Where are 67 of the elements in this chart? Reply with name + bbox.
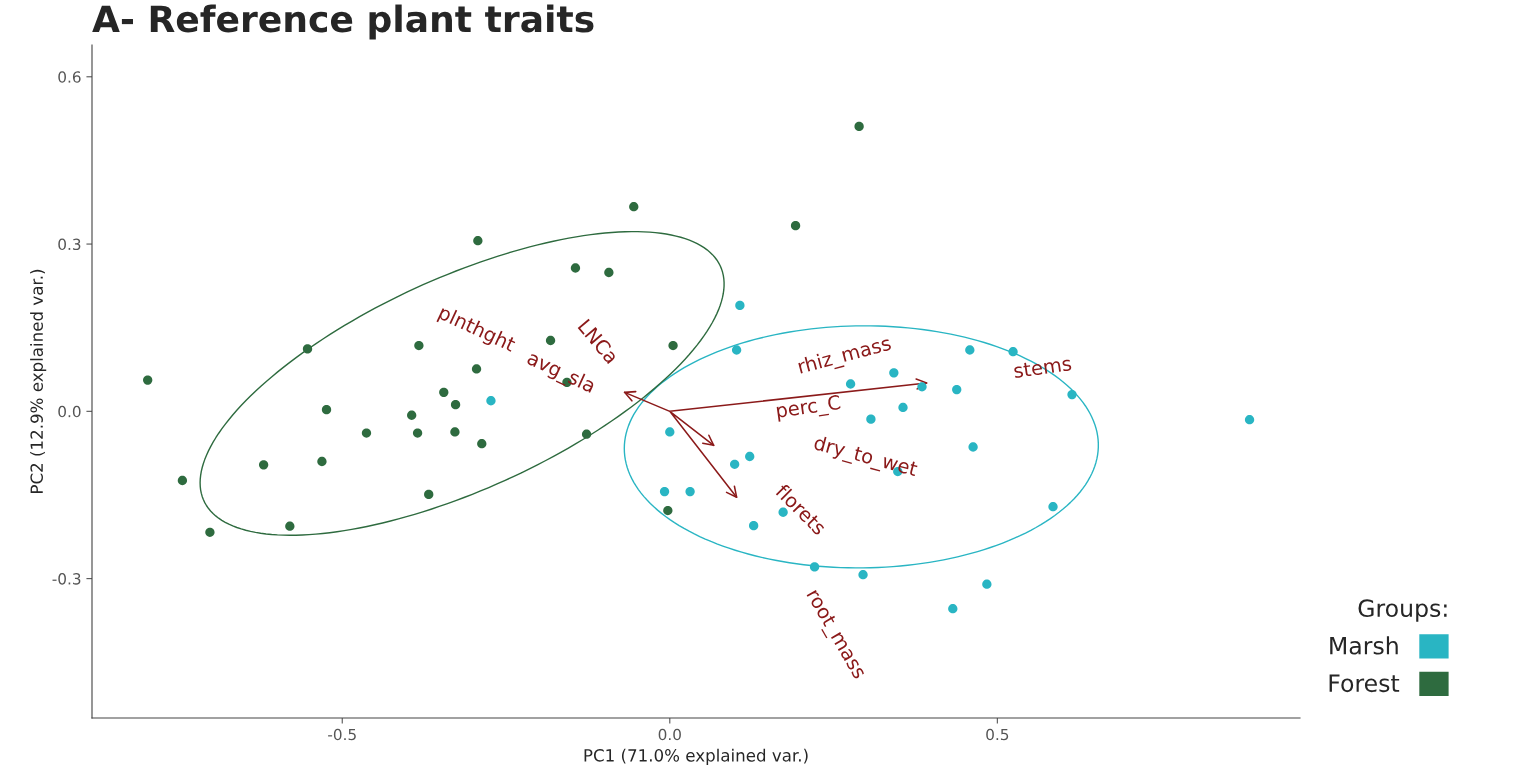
point	[143, 375, 153, 385]
point	[581, 429, 592, 439]
point	[858, 570, 868, 580]
point	[745, 451, 755, 462]
point	[685, 486, 695, 497]
point	[917, 382, 927, 392]
point	[809, 562, 820, 572]
point	[1008, 347, 1018, 357]
point	[486, 396, 496, 406]
x-tick-label: 0.0	[658, 728, 681, 741]
point	[545, 335, 556, 346]
point	[629, 202, 639, 212]
point	[439, 387, 449, 398]
point	[1244, 415, 1255, 425]
y-tick-label: 0.6	[58, 71, 81, 83]
point	[317, 456, 327, 467]
point	[731, 345, 742, 355]
point	[659, 486, 670, 497]
chart-title: A- Reference plant traits	[92, 4, 594, 40]
point	[604, 267, 614, 278]
annotation: stems	[1013, 356, 1072, 379]
point	[729, 459, 740, 469]
point	[177, 475, 188, 486]
y-tick-label: 0.3	[58, 238, 81, 251]
point	[570, 263, 581, 273]
point	[361, 428, 372, 438]
annotation: perc_C	[776, 394, 842, 423]
point	[982, 579, 992, 589]
point	[321, 405, 332, 415]
point	[965, 345, 975, 355]
y-axis-title: PC2 (12.9% explained var.)	[30, 269, 47, 493]
point	[948, 604, 958, 614]
legend-label: Marsh	[1330, 636, 1398, 655]
point	[665, 427, 675, 437]
point	[258, 460, 269, 470]
point	[450, 399, 461, 410]
point	[866, 414, 876, 424]
point	[414, 340, 424, 351]
x-tick-label: -0.5	[328, 728, 356, 741]
x-tick-label: 0.5	[986, 728, 1009, 741]
point	[790, 221, 801, 231]
point	[302, 344, 313, 354]
y-tick-label: -0.3	[52, 573, 81, 585]
point	[407, 410, 417, 420]
point	[668, 340, 678, 351]
point	[1067, 389, 1077, 400]
point	[412, 428, 423, 438]
point	[854, 121, 864, 132]
point	[898, 402, 908, 413]
point	[473, 236, 483, 246]
point	[424, 489, 434, 500]
x-axis-title: PC1 (71.0% explained var.)	[584, 748, 808, 765]
point	[1048, 502, 1058, 512]
point	[285, 521, 295, 531]
point	[477, 439, 487, 449]
point	[471, 364, 482, 374]
point	[845, 379, 856, 389]
point	[748, 520, 759, 531]
legend-label: Forest	[1329, 674, 1400, 693]
point	[735, 300, 745, 311]
point	[952, 384, 962, 395]
point	[968, 442, 978, 452]
legend-title: Groups:	[1358, 599, 1447, 622]
y-tick-label: 0.0	[58, 405, 81, 418]
point	[663, 505, 673, 516]
point	[205, 527, 215, 537]
point	[450, 427, 460, 437]
